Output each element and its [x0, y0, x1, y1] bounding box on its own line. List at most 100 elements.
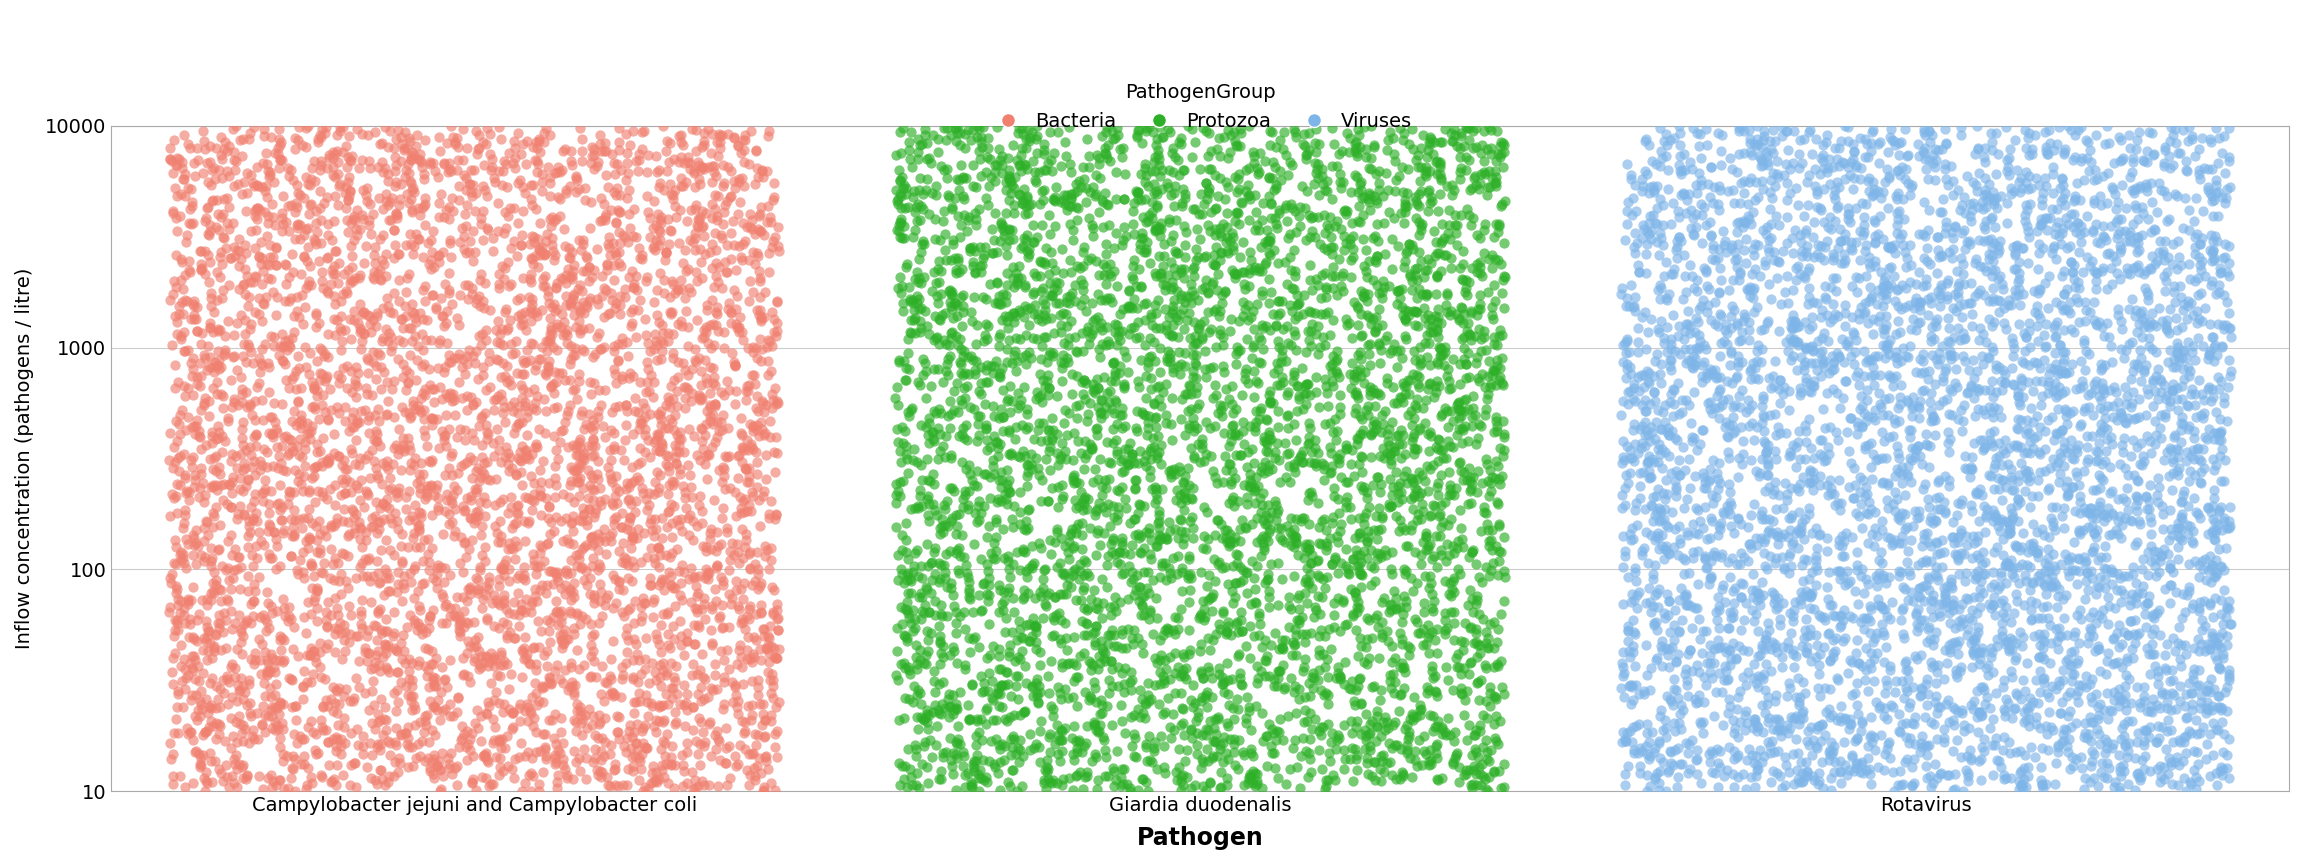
Point	[1401, 698, 1438, 712]
Point	[988, 714, 1025, 728]
Point	[532, 220, 569, 234]
Point	[2154, 529, 2191, 542]
Point	[1452, 133, 1488, 147]
Point	[417, 302, 454, 316]
Point	[1138, 380, 1175, 394]
Point	[260, 162, 297, 176]
Point	[1302, 291, 1339, 304]
Point	[2175, 642, 2212, 656]
Point	[910, 722, 947, 736]
Point	[2124, 586, 2161, 600]
Point	[2193, 629, 2230, 643]
Point	[2173, 519, 2210, 533]
Point	[1643, 703, 1680, 717]
Point	[1986, 375, 2023, 388]
Point	[1866, 176, 1903, 189]
Point	[1696, 296, 1733, 310]
Point	[1223, 678, 1260, 692]
Point	[1975, 196, 2011, 210]
Point	[1970, 351, 2007, 365]
Point	[2159, 443, 2196, 457]
Point	[1463, 476, 1500, 490]
Point	[1919, 706, 1956, 720]
Point	[1253, 211, 1290, 225]
Point	[1166, 323, 1203, 336]
Point	[629, 336, 666, 350]
Point	[1878, 369, 1915, 383]
Point	[2205, 252, 2242, 266]
Point	[1375, 687, 1412, 701]
Point	[1643, 121, 1680, 135]
Point	[2115, 395, 2152, 409]
Point	[1961, 725, 1998, 739]
Point	[880, 355, 917, 368]
Point	[1753, 585, 1790, 599]
Point	[2090, 247, 2127, 260]
Point	[1848, 269, 1885, 283]
Point	[1023, 339, 1060, 353]
Point	[1827, 578, 1864, 592]
Point	[684, 160, 721, 174]
Point	[214, 563, 251, 577]
Point	[440, 690, 477, 704]
Point	[1309, 689, 1346, 702]
Point	[1290, 416, 1327, 430]
Point	[1007, 233, 1044, 247]
Point	[440, 351, 477, 365]
Point	[1152, 125, 1189, 139]
Point	[1157, 246, 1193, 260]
Point	[270, 445, 306, 459]
Point	[1710, 429, 1746, 443]
Point	[159, 477, 196, 491]
Point	[1083, 394, 1120, 407]
Point	[286, 249, 323, 263]
Point	[1180, 437, 1217, 451]
Point	[380, 665, 417, 679]
Point	[1415, 671, 1452, 685]
Point	[1440, 562, 1477, 576]
Point	[1481, 323, 1518, 336]
Point	[1615, 300, 1652, 314]
Point	[166, 469, 203, 483]
Point	[1647, 503, 1684, 516]
Point	[636, 551, 673, 565]
Point	[401, 749, 438, 763]
Point	[592, 670, 629, 683]
Point	[1297, 306, 1334, 320]
Point	[1680, 695, 1716, 708]
Point	[1408, 459, 1445, 473]
Point	[2030, 551, 2067, 565]
Point	[631, 571, 668, 585]
Point	[1352, 428, 1389, 442]
Point	[410, 642, 447, 656]
Point	[1781, 671, 1818, 685]
Point	[1905, 251, 1942, 265]
Point	[668, 776, 705, 790]
Point	[1055, 674, 1092, 688]
Point	[1749, 241, 1786, 255]
Point	[1286, 586, 1322, 600]
Point	[1735, 283, 1772, 297]
Point	[1806, 640, 1843, 654]
Point	[2124, 762, 2161, 776]
Point	[562, 326, 599, 340]
Point	[654, 474, 691, 488]
Point	[279, 394, 316, 408]
Point	[1336, 586, 1373, 599]
Point	[627, 652, 664, 666]
Point	[302, 236, 339, 250]
Point	[892, 280, 929, 294]
Point	[1700, 641, 1737, 655]
Point	[1809, 627, 1846, 641]
Point	[1327, 203, 1364, 217]
Point	[620, 473, 657, 487]
Point	[604, 605, 641, 618]
Point	[689, 540, 726, 554]
Point	[1011, 457, 1048, 471]
Point	[982, 401, 1018, 415]
Point	[258, 141, 295, 155]
Point	[682, 490, 719, 503]
Point	[1212, 474, 1249, 488]
Point	[560, 448, 597, 462]
Point	[2205, 338, 2242, 352]
